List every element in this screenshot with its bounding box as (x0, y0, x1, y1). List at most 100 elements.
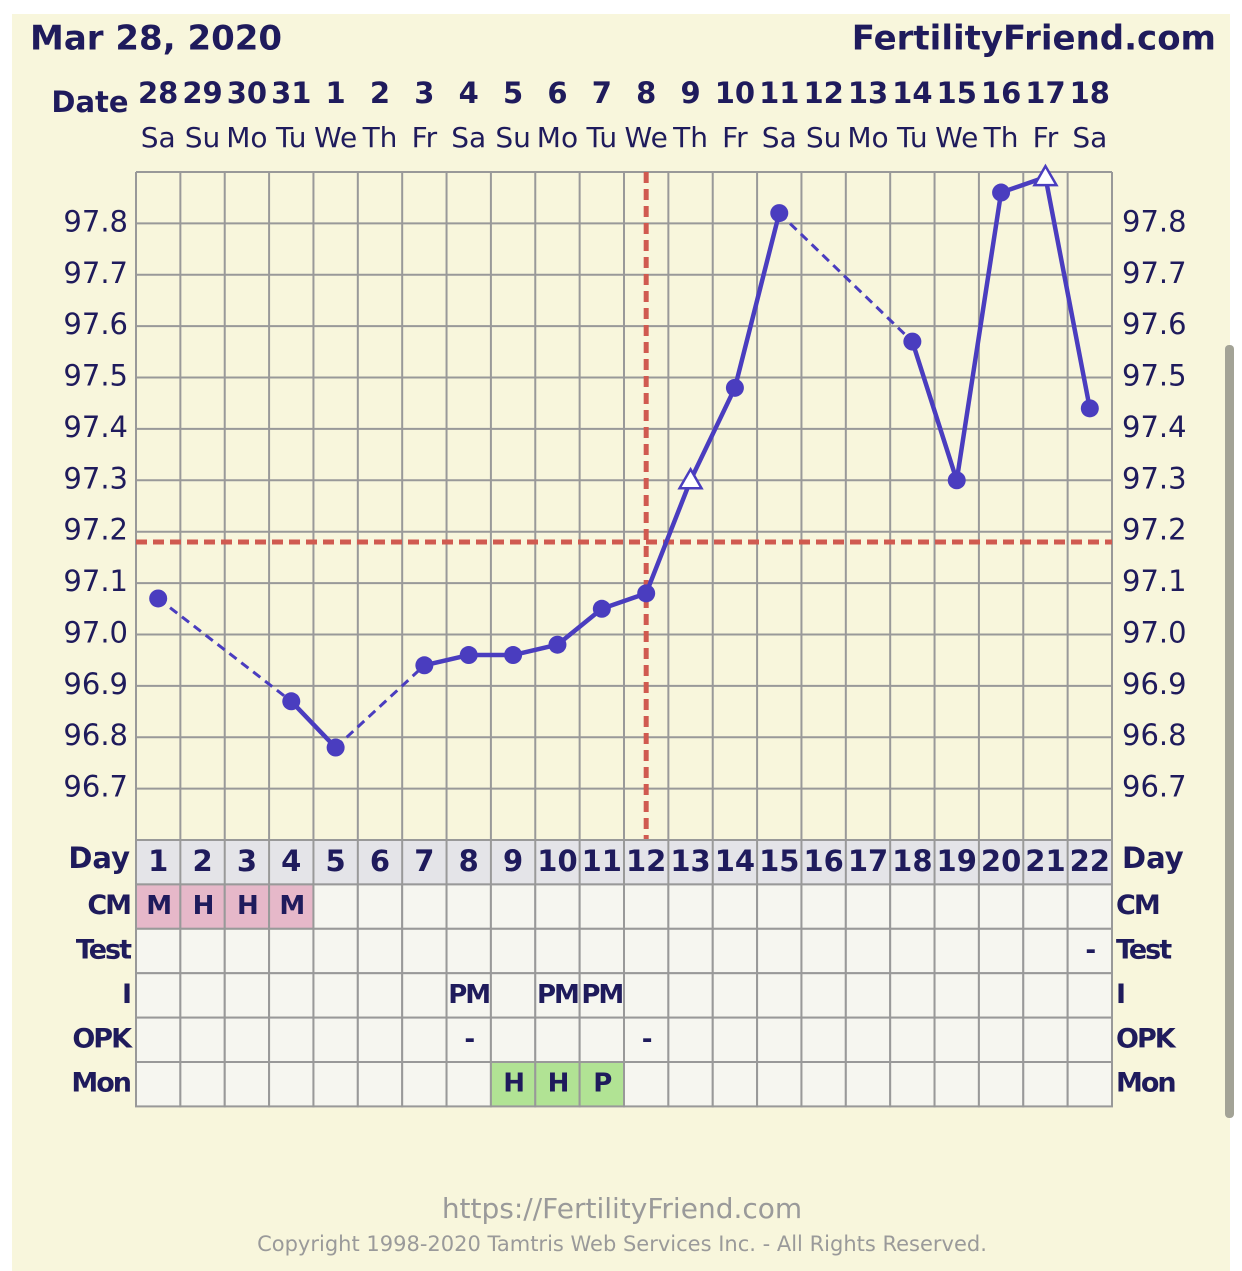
row-label: OPK (72, 1023, 133, 1054)
cell (623, 883, 670, 930)
cell (977, 1061, 1025, 1108)
weekday: Sa (762, 121, 797, 154)
weekday: Mo (847, 121, 888, 154)
point (459, 646, 478, 665)
date-number: 18 (1070, 76, 1110, 110)
cell (800, 1061, 847, 1108)
date-number: 31 (271, 76, 311, 110)
date-number: 7 (592, 76, 612, 110)
gap-connector (778, 212, 914, 343)
cell (1066, 883, 1113, 930)
date-number: 8 (636, 76, 656, 110)
weekday: Su (185, 121, 221, 154)
cell (401, 927, 448, 975)
cell (489, 927, 537, 975)
cell (179, 883, 226, 930)
row-label-right: I (1116, 979, 1124, 1010)
y-tick-label: 96.8 (63, 718, 128, 752)
cell (268, 972, 315, 1019)
y-tick-label-right: 96.7 (1122, 770, 1187, 804)
cell (711, 1061, 759, 1108)
cell (889, 1061, 936, 1108)
cell (312, 1016, 359, 1063)
cell (667, 972, 714, 1019)
weekday: Tu (275, 121, 307, 154)
cell (1066, 1016, 1113, 1063)
cell (711, 883, 759, 930)
row-label-right: Mon (1116, 1068, 1175, 1099)
cell (578, 1061, 625, 1108)
cell (800, 883, 847, 930)
cell (756, 1061, 803, 1108)
day-number: 15 (759, 844, 799, 878)
point (149, 589, 168, 608)
cell (578, 1016, 625, 1063)
cell (135, 972, 182, 1019)
weekday: Fr (1033, 121, 1059, 154)
cell (844, 1016, 892, 1063)
cell (933, 883, 980, 930)
day-number: 5 (326, 844, 346, 878)
date-number: 13 (848, 76, 888, 110)
cell (223, 1061, 271, 1108)
cell (889, 1016, 936, 1063)
gap-connector (157, 597, 293, 703)
y-tick-label: 97.3 (63, 461, 128, 495)
row-label-right: CM (1116, 890, 1159, 921)
cell (933, 1016, 980, 1063)
cell (445, 972, 492, 1019)
date-label: Date (51, 85, 128, 119)
cell (933, 927, 980, 975)
weekday: We (625, 121, 668, 154)
point (637, 584, 656, 603)
cell-text: H (548, 1069, 568, 1099)
y-tick-label: 97.2 (63, 513, 128, 547)
day-number: 7 (414, 844, 434, 878)
cell-text: PM (537, 980, 578, 1010)
cell (1022, 1061, 1069, 1108)
cell (933, 972, 980, 1019)
title: Mar 28, 2020 (30, 19, 282, 59)
cell (711, 927, 759, 975)
cell (977, 1016, 1025, 1063)
cell-text: - (642, 1024, 652, 1054)
day-number: 18 (892, 844, 932, 878)
cell-text: - (464, 1024, 474, 1054)
day-number: 11 (582, 844, 622, 878)
weekday: Sa (451, 121, 486, 154)
day-number: 20 (981, 844, 1021, 878)
weekday: Sa (1072, 121, 1107, 154)
day-label-right: Day (1122, 841, 1184, 875)
date-number: 30 (227, 76, 267, 110)
cell-text: P (593, 1069, 611, 1099)
cell (844, 972, 892, 1019)
cell (933, 1061, 980, 1108)
cell (534, 1016, 581, 1063)
y-tick-label: 96.9 (63, 667, 128, 701)
cell (1066, 1061, 1113, 1108)
cell (534, 1061, 581, 1108)
cell (312, 1061, 359, 1108)
cell (534, 927, 581, 975)
cell (623, 972, 670, 1019)
day-number: 21 (1025, 844, 1065, 878)
scrollbar (1225, 345, 1234, 1118)
cell (223, 927, 271, 975)
weekday: Sa (141, 121, 176, 154)
cell (356, 927, 404, 975)
weekday: Fr (412, 121, 438, 154)
day-number: 13 (670, 844, 710, 878)
y-tick-label-right: 97.1 (1122, 564, 1187, 598)
site-name: FertilityFriend.com (852, 19, 1216, 59)
cell (268, 1061, 315, 1108)
point-triangle (677, 466, 704, 490)
date-number: 1 (326, 76, 346, 110)
y-tick-label: 97.5 (63, 359, 128, 393)
y-tick-label-right: 97.4 (1122, 410, 1187, 444)
point (725, 378, 744, 397)
cell (756, 972, 803, 1019)
weekday: Tu (586, 121, 618, 154)
cell (1022, 972, 1069, 1019)
day-number: 2 (192, 844, 212, 878)
